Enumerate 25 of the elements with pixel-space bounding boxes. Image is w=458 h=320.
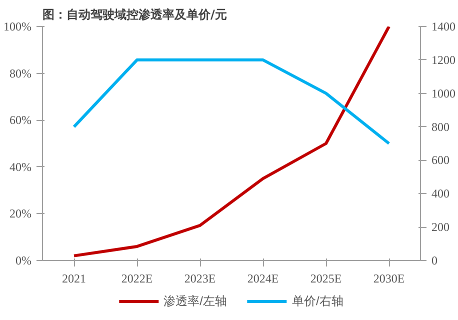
chart-title: 图：自动驾驶域控渗透率及单价/元 bbox=[42, 8, 227, 22]
y-tick-label: 100% bbox=[4, 20, 32, 34]
line-series bbox=[72, 58, 390, 145]
y2-tick-label: 600 bbox=[432, 153, 450, 168]
x-tick-label: 2021 bbox=[62, 272, 86, 286]
y2-tick-label: 800 bbox=[432, 120, 450, 134]
legend-label: 单价/右轴 bbox=[292, 292, 344, 310]
y2-tick-label: 200 bbox=[432, 220, 450, 234]
y2-tick-label: 1000 bbox=[432, 86, 456, 100]
x-tick-label: 2022E bbox=[121, 272, 153, 286]
y-tick-label: 20% bbox=[10, 206, 32, 221]
y2-tick-label: 1400 bbox=[432, 20, 456, 34]
x-tick-label: 2030E bbox=[373, 272, 405, 286]
y2-tick-label: 0 bbox=[432, 254, 438, 268]
x-tick-label: 2025E bbox=[310, 272, 342, 286]
y-tick-label: 80% bbox=[10, 66, 32, 80]
y2-tick-label: 400 bbox=[432, 186, 450, 201]
line-series bbox=[72, 26, 390, 258]
x-tick-label: 2024E bbox=[247, 272, 279, 286]
y2-tick-label: 1200 bbox=[432, 52, 456, 67]
legend-label: 渗透率/左轴 bbox=[164, 292, 227, 310]
y-tick-label: 60% bbox=[10, 113, 32, 128]
y-tick-label: 0% bbox=[16, 254, 32, 268]
x-tick-label: 2023E bbox=[184, 272, 216, 286]
y-tick-label: 40% bbox=[10, 160, 32, 174]
